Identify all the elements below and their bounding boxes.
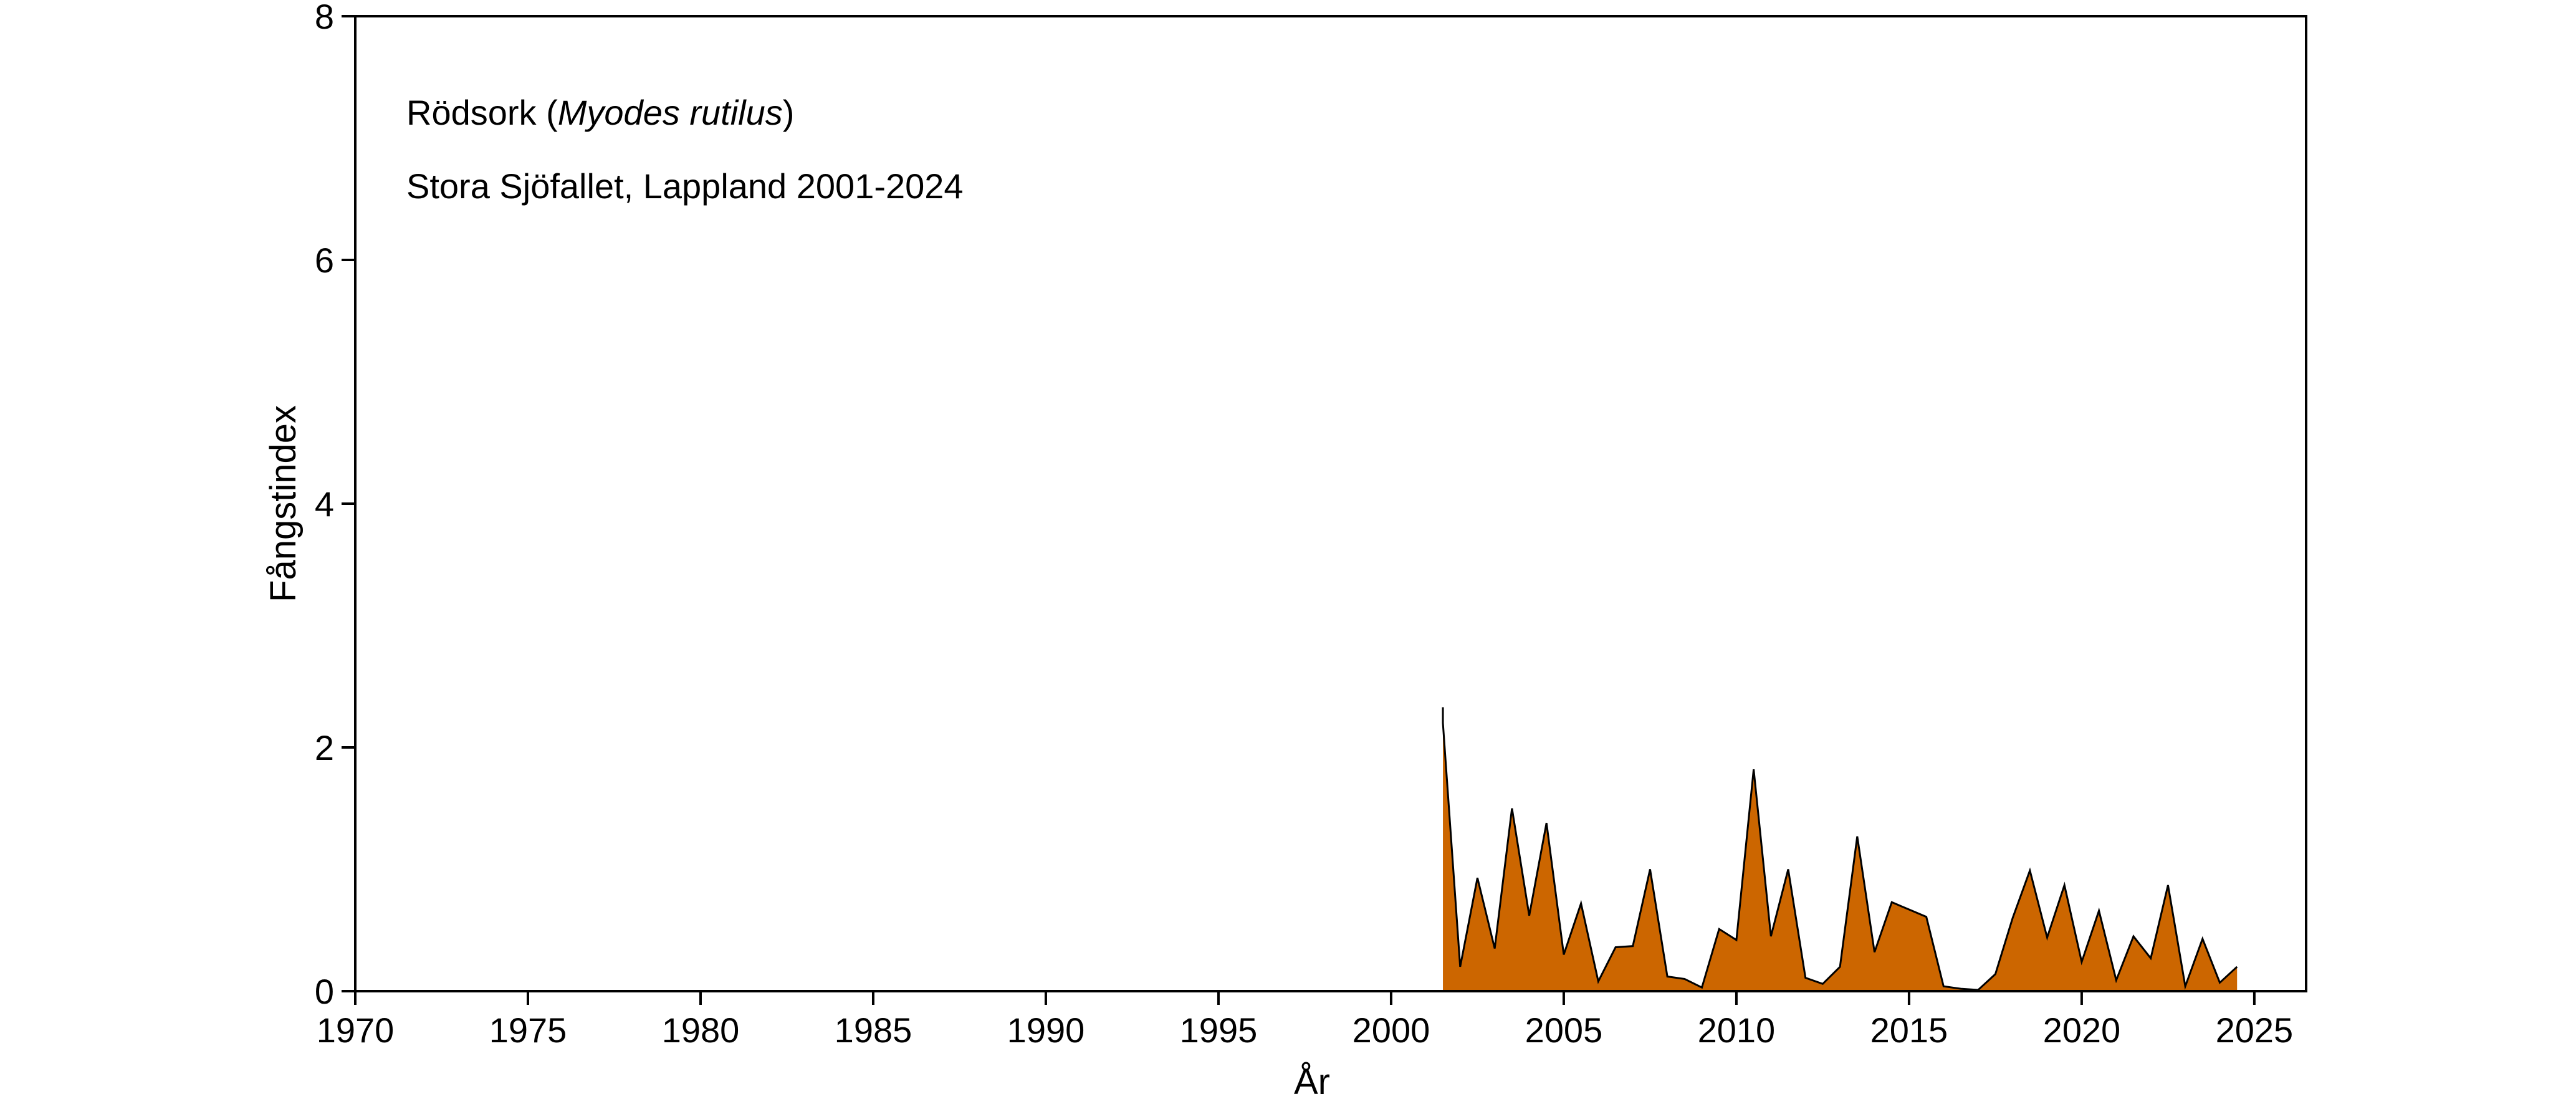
x-tick-label: 1985: [835, 1010, 912, 1050]
series-layer: [1442, 707, 2238, 991]
x-axis-label: År: [1294, 1062, 1330, 1102]
x-tick-label: 1995: [1180, 1010, 1258, 1050]
y-tick-label: 4: [315, 484, 334, 524]
x-tick-label: 2005: [1525, 1010, 1603, 1050]
series-area: [1443, 707, 2238, 991]
annotation-latin-name: Myodes rutilus: [558, 93, 783, 132]
y-tick-label: 0: [315, 972, 334, 1011]
x-tick-label: 2020: [2043, 1010, 2121, 1050]
y-tick-label: 8: [315, 0, 334, 36]
x-tick-label: 1980: [662, 1010, 740, 1050]
plot-frame: [354, 15, 2307, 992]
x-tick-label: 1970: [317, 1010, 395, 1050]
y-tick-label: 2: [315, 728, 334, 767]
x-tick-label: 1975: [489, 1010, 567, 1050]
annotation-site: Stora Sjöfallet, Lappland 2001-2024: [406, 166, 964, 206]
annotation-species-name: Rödsork: [406, 93, 537, 132]
y-axis-label: Fångstindex: [263, 405, 304, 602]
x-tick-label: 1990: [1007, 1010, 1085, 1050]
y-axis: 0 2 4 6 8: [315, 0, 355, 1011]
series-line: [1442, 707, 2238, 991]
annotation-species: Rödsork (Myodes rutilus): [406, 93, 794, 132]
x-tick-label: 2025: [2216, 1010, 2294, 1050]
x-tick-label: 2010: [1698, 1010, 1776, 1050]
y-tick-label: 6: [315, 241, 334, 280]
x-tick-label: 2015: [1870, 1010, 1948, 1050]
x-tick-label: 2000: [1353, 1010, 1430, 1050]
x-axis: 1970 1975 1980 1985 1990 1995 2000 2005 2010 2015…: [317, 991, 2293, 1050]
